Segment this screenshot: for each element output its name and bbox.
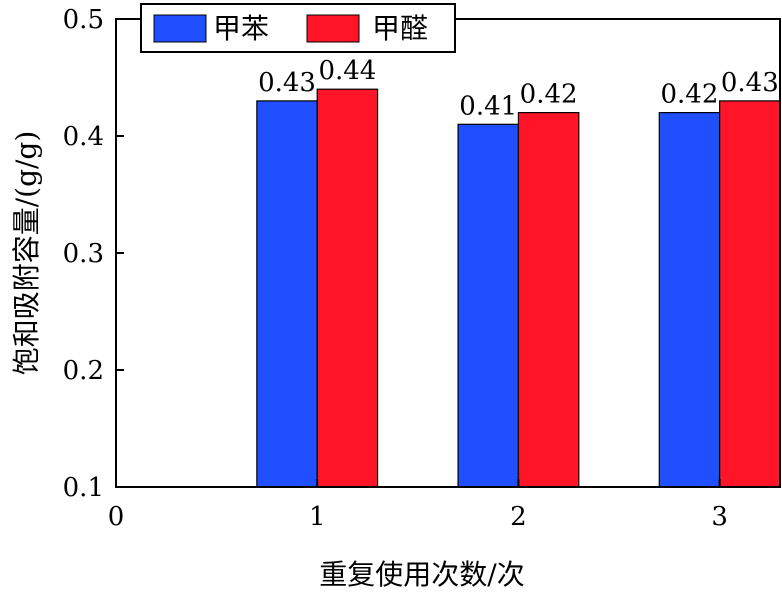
bar-formaldehyde-2 [517, 111, 580, 488]
legend-swatch-toluene [153, 14, 207, 43]
x-axis-title: 重复使用次数/次 [319, 558, 524, 591]
bar-toluene-3 [658, 111, 721, 488]
y-tick-label: 0.4 [63, 122, 104, 152]
plot-area: 0.430.41 0.420.440.42 0.43 [256, 56, 781, 488]
x-tick-label: 1 [309, 502, 326, 532]
y-tick-label: 0.1 [63, 473, 104, 503]
y-axis: 0.1 0.2 0.3 0.4 0.5 [63, 5, 124, 503]
x-tick-label: 0 [108, 502, 125, 532]
x-tick-label: 3 [711, 502, 728, 532]
y-tick-label: 0.3 [63, 239, 104, 269]
data-label: 0.43 [258, 68, 316, 98]
legend-label-formaldehyde: 甲醛 [372, 12, 428, 45]
bar-formaldehyde-1 [316, 88, 379, 488]
bar-toluene-1 [256, 100, 318, 488]
data-label: 0.42 [520, 80, 578, 110]
bar-toluene-2 [457, 123, 520, 488]
y-axis-title: 饱和吸附容量/(g/g) [10, 131, 43, 376]
x-axis: 0 1 2 3 [108, 479, 728, 532]
legend: 甲苯 甲醛 [140, 3, 456, 53]
y-tick-label: 0.5 [63, 5, 104, 35]
data-label: 0.41 [459, 91, 517, 121]
x-tick-label: 2 [510, 502, 527, 532]
legend-label-toluene: 甲苯 [213, 12, 269, 45]
y-tick-label: 0.2 [63, 356, 104, 386]
data-label: 0.42 [661, 80, 719, 110]
data-label: 0.43 [721, 68, 779, 98]
data-label: 0.44 [318, 56, 376, 86]
bar-formaldehyde-3 [719, 100, 781, 488]
legend-swatch-formaldehyde [306, 14, 360, 43]
